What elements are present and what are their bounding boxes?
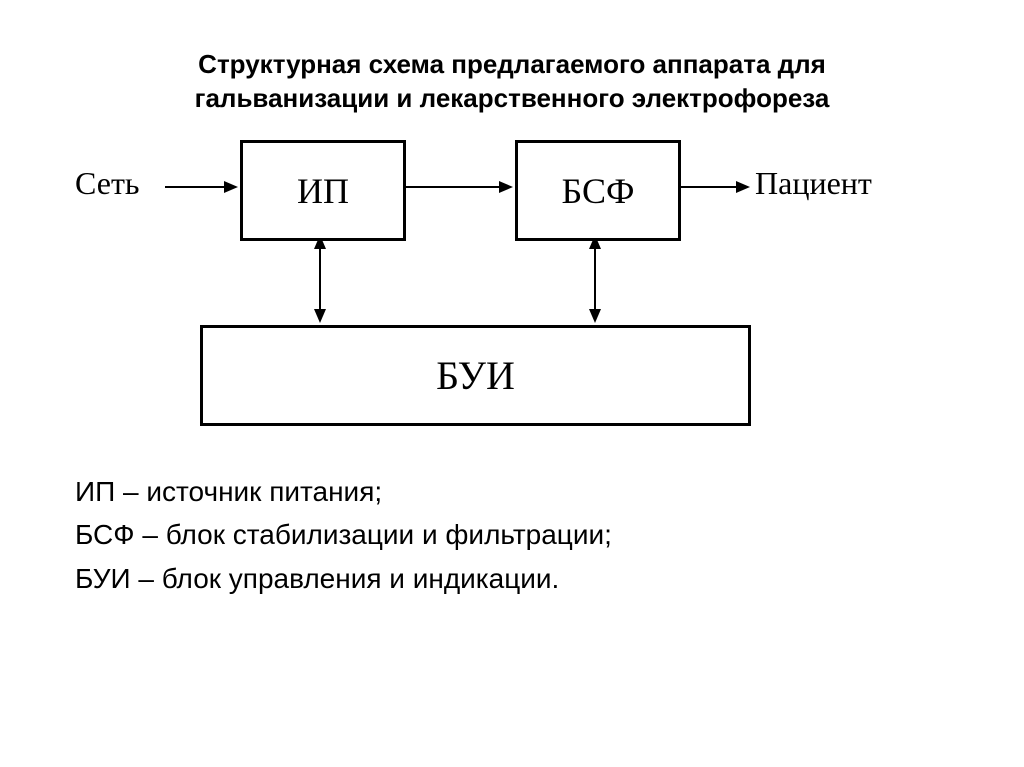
legend: ИП – источник питания;БСФ – блок стабили…	[75, 470, 612, 600]
node-bsf: БСФ	[515, 140, 681, 241]
edge-ip_right-bsf_left	[400, 181, 513, 193]
title-line2: гальванизации и лекарственного электрофо…	[195, 83, 830, 113]
block-diagram: Сеть Пациент ИП БСФ БУИ	[0, 125, 1024, 445]
node-bsf-label: БСФ	[562, 170, 635, 212]
node-bui: БУИ	[200, 325, 751, 426]
legend-item-2: БУИ – блок управления и индикации.	[75, 557, 612, 600]
page-title: Структурная схема предлагаемого аппарата…	[0, 48, 1024, 116]
diagram-label-net: Сеть	[75, 165, 140, 202]
node-ip: ИП	[240, 140, 406, 241]
diagram-label-patient: Пациент	[755, 165, 872, 202]
edge-net_label_right-ip_left	[165, 181, 238, 193]
node-ip-label: ИП	[297, 170, 349, 212]
legend-item-0: ИП – источник питания;	[75, 470, 612, 513]
edge-bsf_bottom-bui_top_b	[589, 235, 601, 323]
legend-item-1: БСФ – блок стабилизации и фильтрации;	[75, 513, 612, 556]
edge-bsf_right-patient_label	[675, 181, 750, 193]
edge-ip_bottom-bui_top_a	[314, 235, 326, 323]
node-bui-label: БУИ	[436, 352, 515, 399]
title-line1: Структурная схема предлагаемого аппарата…	[198, 49, 826, 79]
